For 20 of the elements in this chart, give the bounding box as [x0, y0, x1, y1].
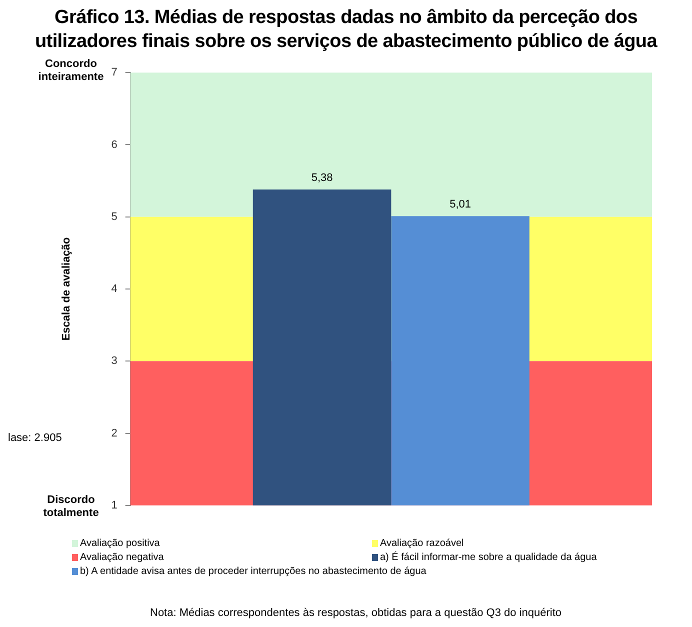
y-tick-label: 6 — [111, 138, 118, 151]
legend-label: b) A entidade avisa antes de proceder interrupções no abastecimento de água — [80, 566, 426, 576]
y-axis-title: Escala de avaliação — [60, 237, 73, 341]
y-tick-label: 1 — [111, 499, 118, 512]
legend-label: Avaliação negativa — [80, 552, 164, 562]
y-tick-label: 3 — [111, 355, 118, 368]
data-label: 5,38 — [311, 172, 333, 184]
text: Discordo totalmente — [42, 494, 100, 520]
y-tick-label: 2 — [111, 427, 118, 440]
text: lase: 2.905 — [8, 432, 62, 444]
chart-title: Gráfico 13. Médias de respostas dadas no âmbito da perceção dos utilizadores finais sobre os serviços de abastecimento público de água — [34, 6, 658, 54]
legend-label: Avaliação razoável — [380, 538, 464, 548]
data-label: 5,01 — [450, 198, 471, 211]
y-tick-label: 7 — [111, 66, 118, 79]
legend-label: Avaliação positiva — [80, 538, 160, 548]
text: Concordo inteiramente — [37, 58, 105, 84]
y-tick-label: 4 — [111, 283, 118, 296]
legend-label: a) É fácil informar-me sobre a qualidade da água — [380, 552, 597, 562]
text: Nota: Médias correspondentes às respostas, obtidas para a questão Q3 do inquérito — [150, 607, 562, 619]
y-tick-label: 5 — [111, 210, 118, 223]
